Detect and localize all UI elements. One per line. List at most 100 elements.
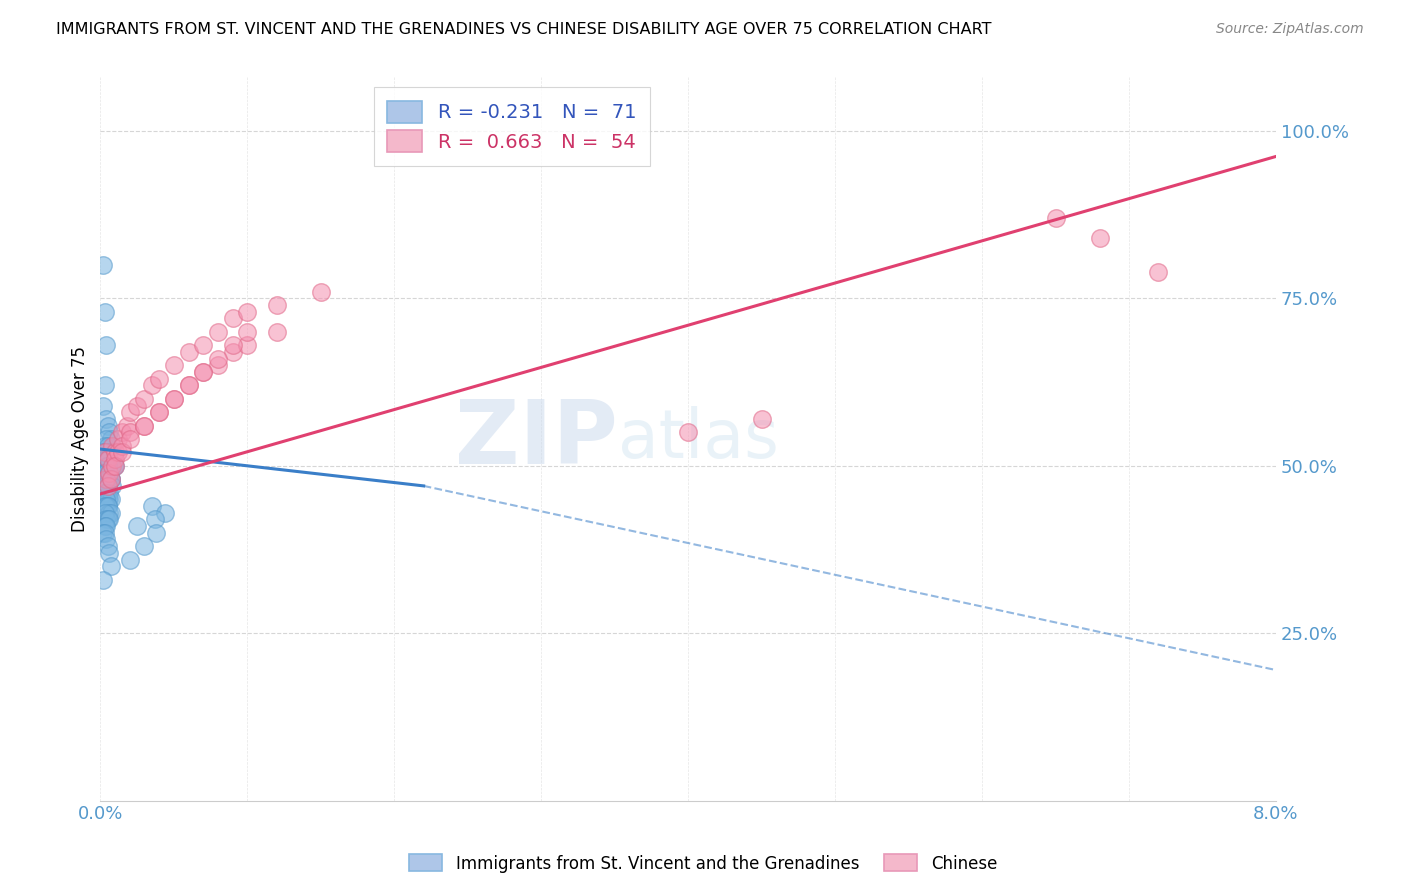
Point xyxy=(141,378,163,392)
Point xyxy=(100,472,122,486)
Point xyxy=(266,298,288,312)
Point xyxy=(107,432,129,446)
Point xyxy=(104,458,127,473)
Point xyxy=(98,445,121,459)
Point xyxy=(97,439,120,453)
Point xyxy=(94,479,117,493)
Point xyxy=(100,472,122,486)
Point xyxy=(97,452,120,467)
Point xyxy=(94,452,117,467)
Point xyxy=(97,512,120,526)
Point xyxy=(177,378,200,392)
Point xyxy=(100,506,122,520)
Point xyxy=(96,412,118,426)
Point xyxy=(1147,265,1170,279)
Point xyxy=(98,546,121,560)
Point xyxy=(97,479,120,493)
Point xyxy=(97,479,120,493)
Point xyxy=(134,418,156,433)
Text: Source: ZipAtlas.com: Source: ZipAtlas.com xyxy=(1216,22,1364,37)
Point xyxy=(94,485,117,500)
Point xyxy=(94,305,117,319)
Text: IMMIGRANTS FROM ST. VINCENT AND THE GRENADINES VS CHINESE DISABILITY AGE OVER 75: IMMIGRANTS FROM ST. VINCENT AND THE GREN… xyxy=(56,22,991,37)
Point xyxy=(91,466,114,480)
Point xyxy=(91,445,114,459)
Point xyxy=(134,392,156,406)
Point xyxy=(96,432,118,446)
Point xyxy=(91,485,114,500)
Text: atlas: atlas xyxy=(617,406,779,472)
Point xyxy=(91,399,114,413)
Point xyxy=(163,392,186,406)
Point xyxy=(98,452,121,467)
Point xyxy=(104,445,127,459)
Point xyxy=(207,359,229,373)
Point xyxy=(97,499,120,513)
Point xyxy=(94,506,117,520)
Point xyxy=(127,399,149,413)
Point xyxy=(134,418,156,433)
Y-axis label: Disability Age Over 75: Disability Age Over 75 xyxy=(72,346,89,532)
Point xyxy=(221,311,243,326)
Point xyxy=(96,472,118,486)
Point xyxy=(163,359,186,373)
Point xyxy=(94,378,117,392)
Point xyxy=(96,492,118,507)
Point xyxy=(96,458,118,473)
Point xyxy=(127,519,149,533)
Point xyxy=(101,479,124,493)
Point xyxy=(118,432,141,446)
Point xyxy=(103,458,125,473)
Point xyxy=(309,285,332,299)
Point xyxy=(101,458,124,473)
Point xyxy=(107,445,129,459)
Point xyxy=(96,499,118,513)
Point xyxy=(94,525,117,540)
Point xyxy=(98,466,121,480)
Point xyxy=(236,325,259,339)
Point xyxy=(134,539,156,553)
Point xyxy=(94,519,117,533)
Legend: R = -0.231   N =  71, R =  0.663   N =  54: R = -0.231 N = 71, R = 0.663 N = 54 xyxy=(374,87,650,166)
Point xyxy=(96,338,118,352)
Point xyxy=(94,499,117,513)
Point xyxy=(221,338,243,352)
Point xyxy=(104,458,127,473)
Point xyxy=(104,452,127,467)
Point xyxy=(96,445,118,459)
Point xyxy=(96,533,118,547)
Point xyxy=(148,405,170,419)
Point xyxy=(97,452,120,467)
Point xyxy=(115,418,138,433)
Point xyxy=(141,499,163,513)
Point xyxy=(266,325,288,339)
Point xyxy=(98,485,121,500)
Point xyxy=(236,305,259,319)
Point xyxy=(143,512,166,526)
Point xyxy=(96,519,118,533)
Legend: Immigrants from St. Vincent and the Grenadines, Chinese: Immigrants from St. Vincent and the Gren… xyxy=(402,847,1004,880)
Point xyxy=(91,573,114,587)
Point xyxy=(94,466,117,480)
Point xyxy=(100,432,122,446)
Point xyxy=(97,492,120,507)
Point xyxy=(98,472,121,486)
Point xyxy=(111,445,134,459)
Point xyxy=(94,439,117,453)
Point xyxy=(96,485,118,500)
Point xyxy=(118,405,141,419)
Text: ZIP: ZIP xyxy=(456,395,617,483)
Point xyxy=(193,365,215,379)
Point xyxy=(676,425,699,440)
Point xyxy=(98,425,121,440)
Point xyxy=(98,512,121,526)
Point xyxy=(96,479,118,493)
Point xyxy=(91,525,114,540)
Point xyxy=(111,439,134,453)
Point xyxy=(207,325,229,339)
Point xyxy=(101,439,124,453)
Point xyxy=(177,378,200,392)
Point xyxy=(1088,231,1111,245)
Point xyxy=(1045,211,1067,225)
Point xyxy=(97,539,120,553)
